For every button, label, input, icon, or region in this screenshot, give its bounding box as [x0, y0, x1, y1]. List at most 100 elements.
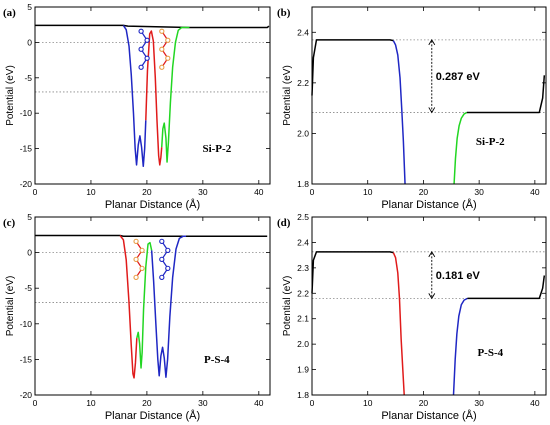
- y-tick-label: 2.4: [297, 237, 309, 247]
- y-tick-label: 2.2: [297, 78, 309, 88]
- structure-label: Si-P-2: [476, 136, 505, 148]
- series-line: [119, 235, 138, 379]
- y-tick-label: 5: [27, 212, 32, 222]
- delta-arrow-head: [428, 38, 436, 46]
- atom-circle: [165, 37, 171, 43]
- y-tick-label: 2.0: [297, 339, 309, 349]
- panel-b: 0 10 20 30 40 1.8 2.0 2.2 2.4 Planar Distance (Å)…: [277, 6, 547, 211]
- plot-frame: [34, 6, 271, 185]
- x-tick-label: 30: [474, 187, 484, 197]
- y-tick-label: -15: [20, 354, 33, 364]
- x-tick-label: 30: [198, 187, 208, 197]
- series-line: [35, 24, 270, 29]
- x-tick-label: 20: [142, 187, 152, 197]
- x-tick-label: 0: [33, 398, 38, 408]
- atom-circle: [159, 238, 165, 245]
- y-axis-label: Potential (eV): [5, 65, 16, 126]
- delta-label: 0.181 eV: [436, 270, 481, 282]
- x-axis-label: Planar Distance (Å): [105, 198, 200, 211]
- atom-circle: [139, 265, 145, 272]
- atom-circle: [159, 64, 165, 70]
- y-tick-label: 1.8: [297, 179, 309, 189]
- structure-label: P-S-4: [204, 354, 230, 366]
- series-line: [150, 235, 187, 378]
- y-tick-label: 1.8: [297, 390, 309, 400]
- atom-circle: [159, 256, 165, 263]
- series-line: [452, 297, 468, 396]
- atom-circle: [144, 37, 150, 43]
- atom-circle: [165, 55, 171, 61]
- series-line: [145, 30, 163, 166]
- atom-circle: [133, 238, 139, 245]
- x-tick-label: 0: [310, 398, 315, 408]
- x-tick-label: 30: [474, 398, 484, 408]
- x-tick-label: 40: [254, 187, 264, 197]
- atom-circle: [138, 64, 144, 70]
- y-tick-label: -5: [24, 73, 32, 83]
- x-tick-label: 20: [419, 187, 429, 197]
- plot-frame: [311, 216, 547, 396]
- y-tick-label: 0: [27, 248, 32, 258]
- series-line: [453, 111, 468, 185]
- y-tick-label: 2.5: [297, 212, 309, 222]
- y-tick-label: 0: [27, 37, 32, 47]
- y-tick-label: 2.0: [297, 128, 309, 138]
- atom-circle: [133, 274, 139, 281]
- x-axis-label: Planar Distance (Å): [381, 198, 476, 211]
- atom-circle: [159, 46, 165, 52]
- atom-circle: [159, 28, 165, 34]
- series-line: [122, 24, 147, 168]
- atom-circle: [139, 247, 145, 254]
- x-tick-label: 10: [363, 398, 373, 408]
- atom-circle: [138, 46, 144, 52]
- series-line: [35, 234, 268, 237]
- structure-label: Si-P-2: [202, 143, 231, 155]
- series-line: [311, 39, 394, 96]
- y-tick-label: 2.4: [297, 27, 309, 37]
- x-axis-label: Planar Distance (Å): [381, 409, 476, 422]
- delta-arrow-head: [428, 293, 436, 300]
- plot-frame: [311, 6, 547, 185]
- structure-label: P-S-4: [477, 347, 503, 359]
- x-tick-label: 0: [33, 187, 38, 197]
- atom-circle: [159, 274, 165, 281]
- series-line: [311, 251, 394, 294]
- atom-circle: [165, 247, 171, 254]
- y-tick-label: -20: [20, 390, 33, 400]
- series-line: [160, 26, 190, 163]
- x-tick-label: 10: [86, 398, 96, 408]
- series-line: [392, 40, 406, 185]
- delta-label: 0.287 eV: [436, 71, 481, 83]
- delta-arrow-head: [428, 250, 436, 258]
- x-tick-label: 40: [530, 187, 540, 197]
- atom-circle: [165, 265, 171, 272]
- series-line: [392, 252, 405, 396]
- y-tick-label: 1.9: [297, 365, 309, 375]
- panel-letter: (c): [3, 217, 16, 229]
- x-tick-label: 20: [142, 398, 152, 408]
- y-tick-label: 5: [27, 2, 32, 12]
- y-tick-label: -5: [24, 283, 32, 293]
- y-tick-label: -10: [20, 108, 33, 118]
- x-tick-label: 10: [86, 187, 96, 197]
- series-line: [466, 75, 546, 114]
- x-axis-label: Planar Distance (Å): [105, 409, 200, 422]
- x-tick-label: 10: [363, 187, 373, 197]
- panel-d: 0 10 20 30 40 1.8 1.9 2.0 2.1 2.2 2.3 2.4 2.5 Planar …: [277, 212, 547, 422]
- plot-frame: [34, 216, 271, 396]
- y-axis-label: Potential (eV): [282, 65, 293, 126]
- atom-circle: [144, 55, 150, 61]
- atom-circle: [133, 256, 139, 263]
- x-tick-label: 40: [530, 398, 540, 408]
- x-tick-label: 40: [254, 398, 264, 408]
- y-axis-label: Potential (eV): [5, 276, 16, 337]
- x-tick-label: 30: [198, 398, 208, 408]
- y-tick-label: 2.2: [297, 288, 309, 298]
- y-tick-label: 2.3: [297, 263, 309, 273]
- y-tick-label: 2.1: [297, 314, 309, 324]
- delta-arrow-head: [428, 107, 436, 114]
- atom-circle: [138, 28, 144, 34]
